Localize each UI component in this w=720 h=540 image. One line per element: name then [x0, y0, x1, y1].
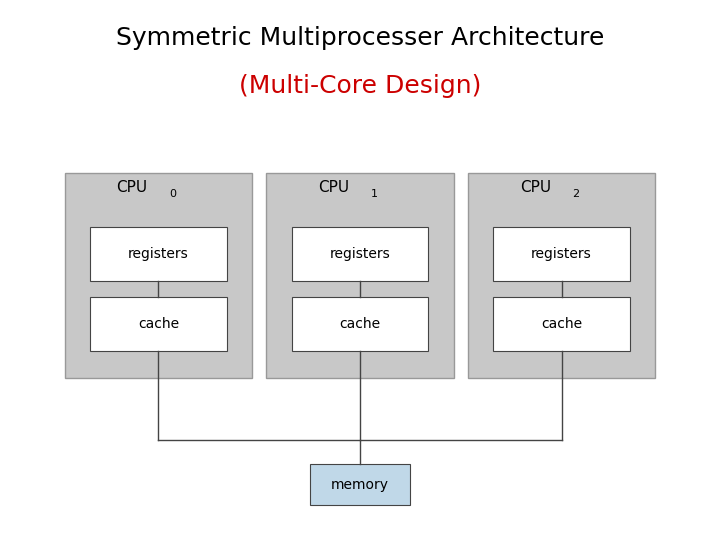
FancyBboxPatch shape [292, 227, 428, 281]
Text: memory: memory [331, 478, 389, 491]
FancyBboxPatch shape [90, 297, 227, 351]
FancyBboxPatch shape [90, 227, 227, 281]
FancyBboxPatch shape [65, 173, 252, 378]
Text: (Multi-Core Design): (Multi-Core Design) [239, 75, 481, 98]
FancyBboxPatch shape [493, 227, 630, 281]
Text: registers: registers [330, 247, 390, 261]
FancyBboxPatch shape [310, 464, 410, 505]
Text: CPU: CPU [318, 180, 349, 195]
Text: registers: registers [128, 247, 189, 261]
Text: CPU: CPU [117, 180, 148, 195]
Text: 0: 0 [169, 190, 176, 199]
Text: CPU: CPU [520, 180, 551, 195]
Text: cache: cache [541, 317, 582, 331]
Text: registers: registers [531, 247, 592, 261]
FancyBboxPatch shape [292, 297, 428, 351]
FancyBboxPatch shape [468, 173, 655, 378]
FancyBboxPatch shape [266, 173, 454, 378]
Text: 1: 1 [371, 190, 378, 199]
Text: Symmetric Multiprocesser Architecture: Symmetric Multiprocesser Architecture [116, 26, 604, 50]
Text: cache: cache [339, 317, 381, 331]
Text: 2: 2 [572, 190, 580, 199]
Text: cache: cache [138, 317, 179, 331]
FancyBboxPatch shape [493, 297, 630, 351]
